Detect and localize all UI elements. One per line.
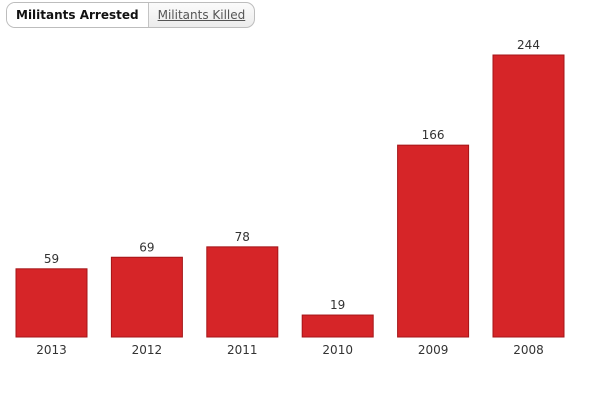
category-label-2008: 2008 [513,343,544,357]
value-label-2013: 59 [44,252,59,266]
bar-2008[interactable] [492,54,565,338]
value-label-2011: 78 [235,230,250,244]
tab-militants-arrested[interactable]: Militants Arrested [7,3,149,27]
category-label-2009: 2009 [418,343,449,357]
bar-2010[interactable] [301,314,374,338]
category-label-2013: 2013 [36,343,67,357]
bar-2009[interactable] [397,144,470,338]
bar-2013[interactable] [15,268,88,338]
bar-2011[interactable] [206,246,279,338]
value-label-2009: 166 [422,128,445,142]
category-label-2011: 2011 [227,343,258,357]
category-label-2010: 2010 [322,343,353,357]
tab-bar: Militants Arrested Militants Killed [6,2,256,28]
tab-militants-killed[interactable]: Militants Killed [157,8,246,22]
bar-2012[interactable] [110,256,183,338]
value-label-2008: 244 [517,38,540,52]
category-label-2012: 2012 [132,343,163,357]
value-label-2012: 69 [139,240,154,254]
value-label-2010: 19 [330,298,345,312]
